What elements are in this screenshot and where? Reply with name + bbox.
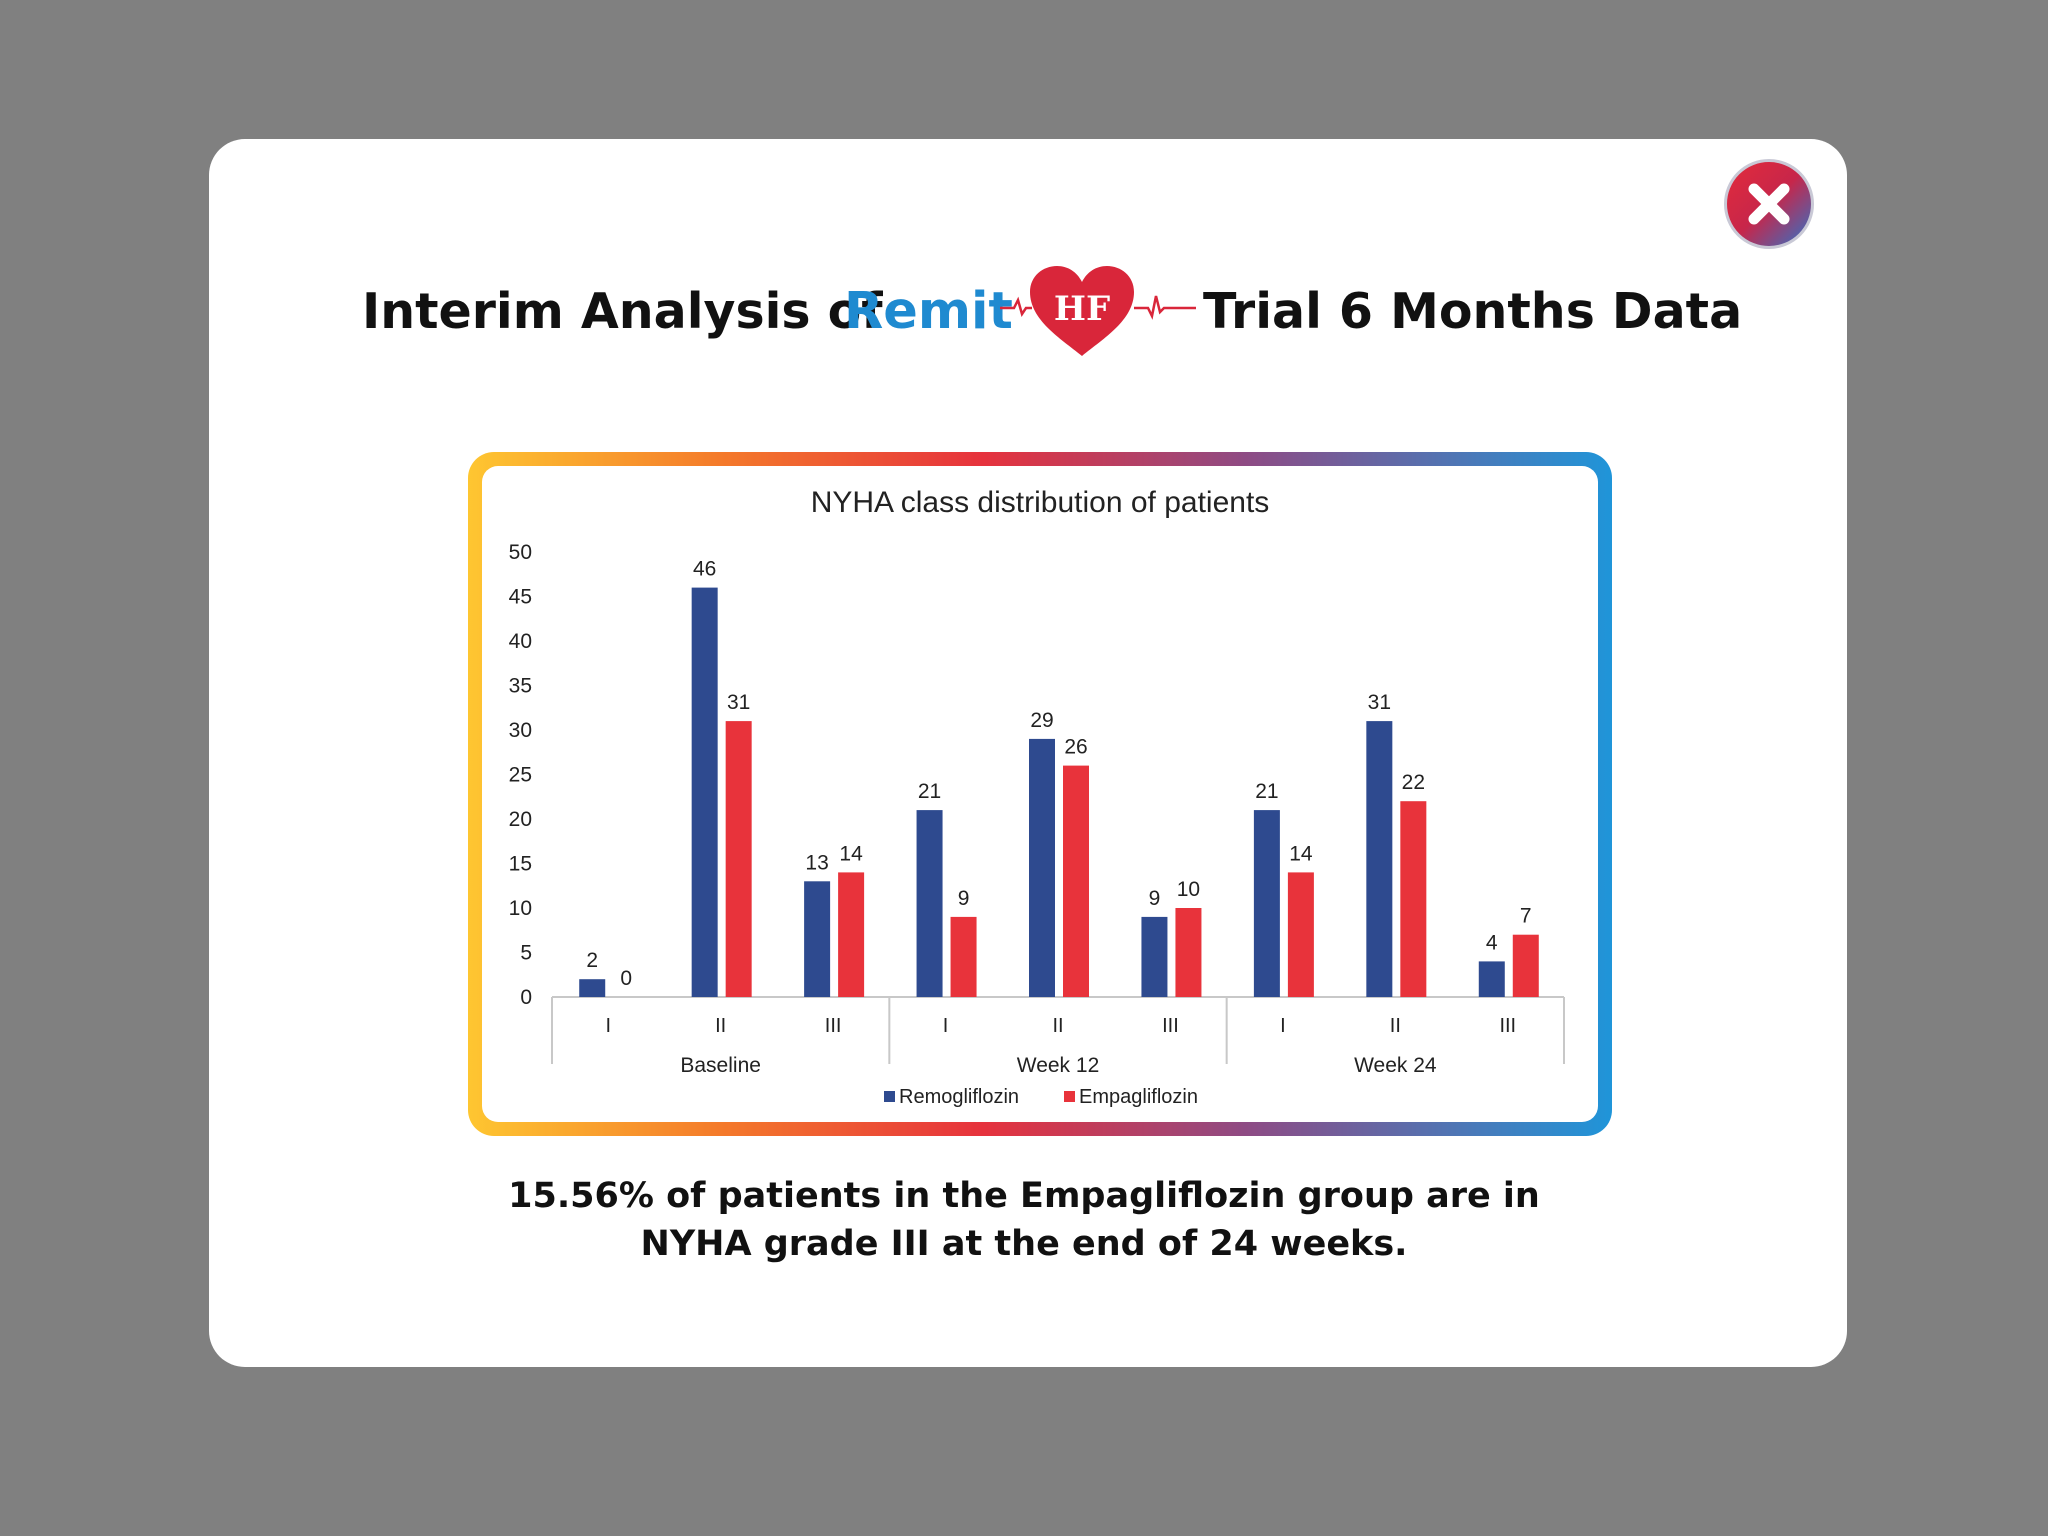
brand-remit: Remit [844, 282, 1013, 341]
x-tick-label: III [825, 1015, 842, 1037]
data-label: 10 [1177, 878, 1200, 901]
y-tick-label: 0 [520, 986, 532, 1009]
bar-empagliflozin [1400, 801, 1427, 997]
bar-remogliflozin [1029, 738, 1055, 997]
data-label: 31 [1368, 691, 1391, 714]
bar-remogliflozin [1366, 721, 1393, 997]
bar-empagliflozin [1287, 872, 1314, 997]
caption-line-2: NYHA grade III at the end of 24 weeks. [640, 1224, 1408, 1264]
data-label: 31 [727, 691, 750, 714]
y-tick-label: 40 [509, 630, 532, 653]
y-tick-label: 45 [509, 586, 532, 609]
bar-empagliflozin [1512, 934, 1539, 997]
group-label: Week 24 [1354, 1054, 1437, 1077]
group-label: Baseline [680, 1054, 761, 1077]
title-suffix: Trial 6 Months Data [1203, 283, 1743, 340]
data-label: 14 [1289, 842, 1313, 865]
bar-empagliflozin [725, 721, 752, 997]
data-label: 7 [1520, 905, 1532, 928]
data-label: 9 [1149, 887, 1161, 910]
x-tick-label: II [1390, 1015, 1401, 1037]
chart-panel: NYHA class distribution of patients 0 5 10 1… [482, 466, 1598, 1122]
x-tick-label: II [715, 1015, 726, 1037]
nyha-bar-chart: NYHA class distribution of patients 0 5 10 1… [509, 486, 1565, 1108]
bar-remogliflozin [916, 810, 943, 997]
chart-frame: NYHA class distribution of patients 0 5 10 1… [468, 452, 1612, 1136]
x-tick-label: II [1052, 1015, 1063, 1037]
y-tick-label: 35 [509, 675, 532, 698]
close-icon [1748, 183, 1790, 225]
data-label: 4 [1486, 931, 1498, 954]
data-label: 22 [1402, 771, 1425, 794]
x-tick-label: I [943, 1015, 949, 1037]
data-label: 14 [839, 842, 863, 865]
legend-swatch [1064, 1091, 1075, 1102]
data-label: 29 [1030, 709, 1053, 732]
bar-remogliflozin [691, 587, 718, 997]
summary-caption: 15.56% of patients in the Empagliflozin … [0, 1172, 2048, 1268]
bar-empagliflozin [838, 872, 865, 997]
legend-label: Empagliflozin [1079, 1086, 1198, 1108]
y-tick-label: 10 [509, 897, 532, 920]
bar-empagliflozin [1175, 908, 1202, 997]
data-label: 21 [918, 780, 941, 803]
caption-line-1: 15.56% of patients in the Empagliflozin … [508, 1176, 1540, 1216]
data-label: 0 [620, 967, 632, 990]
chart-title: NYHA class distribution of patients [811, 486, 1270, 519]
group-label: Week 12 [1017, 1054, 1100, 1077]
legend-label: Remogliflozin [899, 1086, 1019, 1108]
heart-hf-logo: HF [1000, 266, 1196, 356]
bar-empagliflozin [950, 916, 977, 997]
legend-swatch [884, 1091, 895, 1102]
x-tick-label: I [1280, 1015, 1286, 1037]
bar-empagliflozin [1063, 765, 1089, 997]
y-tick-label: 15 [509, 853, 532, 876]
x-tick-label: III [1499, 1015, 1516, 1037]
data-label: 13 [805, 851, 828, 874]
y-tick-label: 5 [520, 942, 532, 965]
data-label: 21 [1255, 780, 1278, 803]
y-tick-label: 30 [509, 719, 532, 742]
y-tick-label: 50 [509, 541, 532, 564]
bar-remogliflozin [1141, 916, 1168, 997]
y-tick-label: 20 [509, 808, 532, 831]
brand-hf: HF [1054, 289, 1110, 329]
data-label: 26 [1064, 736, 1087, 759]
x-tick-label: I [605, 1015, 611, 1037]
data-label: 46 [693, 558, 716, 581]
y-tick-label: 25 [509, 764, 532, 787]
title-prefix: Interim Analysis of [362, 283, 883, 340]
x-tick-label: III [1162, 1015, 1179, 1037]
page-title: Interim Analysis of Remit HF Trial 6 Mon… [0, 262, 2048, 372]
close-button[interactable] [1724, 159, 1814, 249]
bar-remogliflozin [1253, 810, 1280, 997]
bar-remogliflozin [1478, 961, 1505, 997]
bar-remogliflozin [804, 881, 831, 997]
data-label: 9 [958, 887, 970, 910]
bar-remogliflozin [579, 979, 606, 997]
data-label: 2 [586, 949, 598, 972]
